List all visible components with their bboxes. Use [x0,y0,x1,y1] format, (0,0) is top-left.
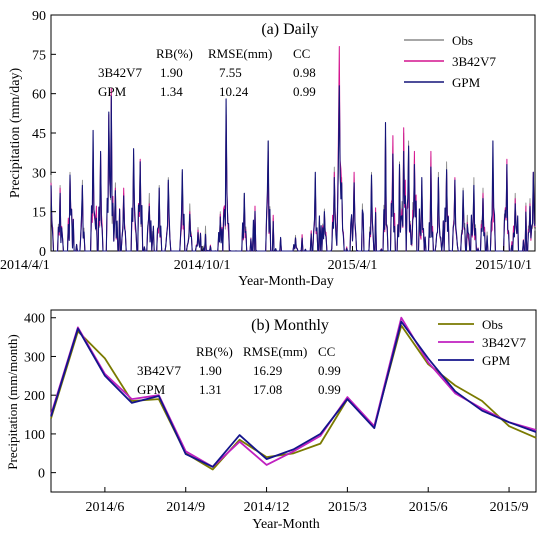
monthly-x-tick-label: 2014/6 [85,500,124,515]
monthly-title: (b) Monthly [251,317,329,334]
monthly-y-tick-label: 200 [24,389,45,404]
daily-stats-table: RB(%) RMSE(mm) CC 3B42V7 1.90 7.55 0.98 … [98,46,316,99]
daily-y-tick-label: 0 [39,245,46,260]
monthly-y-tick-label: 100 [24,428,45,443]
monthly-y-ticks: 0 100 200 300 400 [24,312,56,482]
daily-legend-label-gpm: GPM [452,75,481,90]
daily-x-tick-label: 2015/10/1 [475,258,532,273]
daily-stats-header-rb: RB(%) [156,46,193,61]
monthly-stats-row-cc: 0.99 [318,363,341,378]
monthly-stats-header-rb: RB(%) [196,344,233,359]
daily-y-axis-label: Precipitation (mm/day) [8,68,23,199]
daily-stats-row-rmse: 10.24 [219,84,249,99]
daily-legend-label-3b42v7: 3B42V7 [452,54,497,69]
monthly-y-tick-label: 300 [24,350,45,365]
monthly-stats-row-name: 3B42V7 [137,363,182,378]
monthly-stats-header-cc: CC [318,344,335,359]
monthly-stats-row-rmse: 16.29 [253,363,282,378]
daily-x-axis-label: Year-Month-Day [238,274,334,289]
daily-y-tick-label: 90 [32,9,46,24]
daily-y-tick-label: 60 [32,88,46,103]
monthly-legend-label-3b42v7: 3B42V7 [482,335,527,350]
monthly-plot-frame [50,309,537,493]
daily-stats-header-rmse: RMSE(mm) [208,46,272,61]
daily-y-tick-label: 15 [32,206,46,221]
monthly-stats-table: RB(%) RMSE(mm) CC 3B42V7 1.90 16.29 0.99… [137,344,341,397]
daily-stats-header-cc: CC [293,46,310,61]
monthly-x-tick-label: 2015/3 [328,500,367,515]
daily-y-tick-label: 30 [32,166,46,181]
daily-x-tick-label: 2015/4/1 [328,258,378,273]
monthly-x-tick-label: 2014/12 [244,500,290,515]
daily-y-tick-label: 45 [32,127,46,142]
daily-legend-label-obs: Obs [452,33,473,48]
monthly-stats-row-rmse: 17.08 [253,382,282,397]
daily-stats-row-name: GPM [98,84,127,99]
monthly-stats-row-cc: 0.99 [318,382,341,397]
monthly-stats-row-rb: 1.31 [199,382,222,397]
monthly-x-tick-label: 2015/6 [409,500,448,515]
monthly-stats-header-rmse: RMSE(mm) [243,344,307,359]
monthly-legend-label-obs: Obs [482,317,503,332]
daily-series-lines [50,46,536,252]
monthly-y-tick-label: 400 [24,312,45,327]
daily-y-tick-label: 75 [32,48,46,63]
daily-stats-row-rb: 1.90 [160,65,183,80]
monthly-y-axis-label: Precipitation (mm/month) [5,334,20,469]
daily-stats-row-name: 3B42V7 [98,65,143,80]
daily-stats-row-cc: 0.98 [293,65,316,80]
daily-y-ticks: 0 15 30 45 60 75 90 [32,9,56,260]
monthly-series-line-obs [50,324,537,471]
monthly-x-tick-label: 2014/9 [166,500,205,515]
monthly-x-axis-label: Year-Month [252,517,320,532]
daily-x-tick-label: 2014/10/1 [174,258,231,273]
monthly-series-line-3b42v7 [50,316,537,468]
monthly-stats-row-rb: 1.90 [199,363,222,378]
daily-title: (a) Daily [261,21,318,38]
monthly-legend-label-gpm: GPM [482,353,511,368]
monthly-x-ticks: 2014/6 2014/9 2014/12 2015/3 2015/6 2015/9 [85,487,529,515]
monthly-series-line-gpm [50,320,537,468]
daily-stats-row-rb: 1.34 [160,84,183,99]
daily-stats-row-cc: 0.99 [293,84,316,99]
daily-legend: Obs 3B42V7 GPM [404,33,497,90]
daily-x-tick-label: 2014/4/1 [0,258,50,273]
monthly-legend: Obs 3B42V7 GPM [438,317,527,368]
daily-series-line-gpm [50,85,536,252]
monthly-stats-row-name: GPM [137,382,166,397]
monthly-series-lines [50,316,537,471]
monthly-x-tick-label: 2015/9 [490,500,529,515]
monthly-y-tick-label: 0 [38,467,45,482]
daily-stats-row-rmse: 7.55 [219,65,242,80]
daily-x-ticks: 2014/4/1 2014/10/1 2015/4/1 2015/10/1 [0,246,532,273]
